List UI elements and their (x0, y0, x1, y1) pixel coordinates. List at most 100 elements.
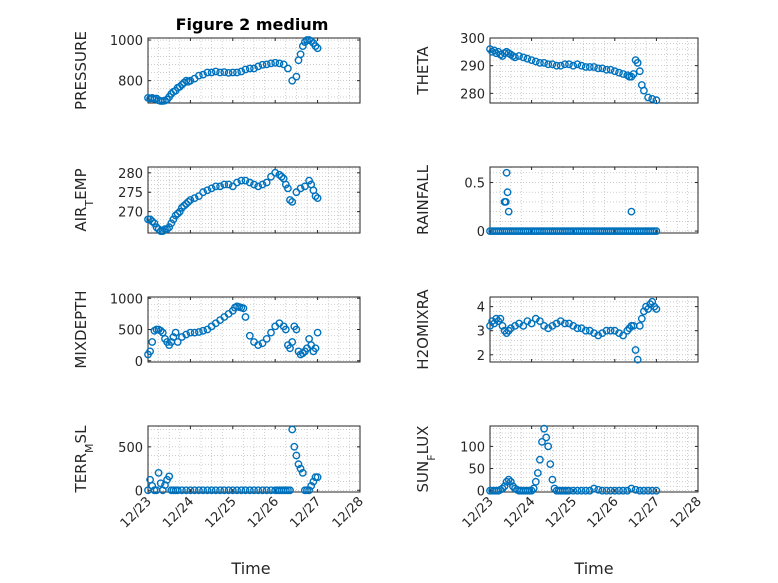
theta-data-point (527, 56, 536, 64)
pressure-data-point (279, 60, 288, 69)
terr_msl-data-point (305, 486, 313, 495)
pressure-data-point (262, 60, 271, 69)
mixdepth-data-point (298, 349, 307, 358)
mixdepth-data-point (258, 339, 267, 348)
air_temp-axes-frame (147, 166, 361, 234)
theta-data-point (602, 65, 611, 74)
rainfall-y-axis-label: RAINFALL (414, 164, 432, 235)
sun_flux-data-point (594, 485, 603, 494)
air_temp-data-point (150, 219, 159, 228)
terr_msl-x-tick-label: 12/25 (203, 494, 240, 531)
terr_msl-data-point (290, 442, 299, 451)
rainfall-data-point (503, 188, 512, 197)
pressure-data-point (288, 76, 297, 85)
mixdepth-data-point (311, 344, 320, 353)
theta-axes-frame (489, 37, 699, 104)
theta-data-point (594, 64, 603, 73)
sun_flux-data-point (506, 477, 515, 486)
terr_msl-x-tick-label: 12/28 (330, 494, 367, 531)
h2omixra-data-point (635, 321, 644, 330)
h2omixra-y-tick-label: 2 (477, 349, 485, 364)
terr_msl-data-point (286, 486, 294, 495)
mixdepth-y-axis-label: MIXDEPTH (72, 290, 90, 368)
theta-data-point (648, 95, 657, 103)
theta-data-point (540, 59, 548, 67)
terr_msl-data-point (216, 486, 225, 495)
air_temp-data-point (277, 172, 286, 181)
air_temp-y-axis-label: AIRTEMP (72, 168, 96, 231)
theta-data-point (565, 60, 573, 69)
sun_flux-data-point (540, 424, 548, 433)
air_temp-y-tick-label: 275 (118, 186, 143, 201)
sun_flux-data-point (619, 486, 627, 495)
mixdepth-y-tick-label: 0 (135, 355, 143, 370)
air_temp-data-point (233, 178, 241, 187)
terr_msl-data-point (250, 486, 258, 495)
sun_flux-data-point (590, 484, 598, 493)
sun_flux-data-point (498, 484, 507, 493)
sun_flux-data-point (648, 486, 657, 495)
pressure-y-axis-label: PRESSURE (72, 31, 90, 110)
sun_flux-data-point (565, 486, 573, 495)
terr_msl-y-tick-label: 0 (135, 484, 143, 499)
theta-data-point (652, 96, 661, 105)
terr_msl-data-point (148, 481, 157, 490)
theta-data-point (548, 60, 557, 69)
sun_flux-x-tick-label: 12/25 (543, 494, 580, 531)
air_temp-y-tick-label: 280 (118, 167, 143, 182)
x-axis-label-right: Time (573, 559, 613, 578)
sun_flux-y-tick-label: 50 (468, 463, 485, 478)
subplot-rainfall: 0 0.5 RAINFALL (414, 164, 699, 240)
terr_msl-x-tick-label: 12/26 (245, 494, 282, 531)
air_temp-data-point (165, 223, 174, 232)
pressure-data-point (254, 62, 263, 71)
mixdepth-data-point (156, 326, 165, 335)
air_temp-data-point (199, 188, 208, 197)
air_temp-data-point (184, 197, 193, 206)
terr_msl-data-point (182, 486, 191, 495)
pressure-data-point (258, 60, 267, 69)
sun_flux-data-point (640, 486, 648, 495)
terr_msl-data-point (296, 464, 305, 473)
pressure-data-point (250, 64, 258, 73)
sun_flux-data-point (533, 469, 542, 477)
h2omixra-data-point (602, 326, 611, 335)
sun_flux-data-point (581, 486, 590, 495)
terr_msl-data-point (190, 486, 199, 495)
pressure-data-point (283, 64, 292, 73)
theta-data-point (585, 63, 594, 71)
sun_flux-data-point (527, 486, 536, 495)
sun_flux-data-point (610, 486, 619, 495)
sun_flux-y-tick-label: 100 (460, 440, 485, 455)
sun_flux-data-point (544, 442, 553, 451)
pressure-data-point (211, 67, 220, 76)
theta-data-point (644, 93, 652, 102)
sun_flux-data-point (536, 455, 544, 464)
pressure-data-point (311, 42, 320, 50)
theta-y-tick-label: 290 (460, 60, 485, 75)
theta-data-point (610, 67, 619, 76)
terr_msl-data-point (237, 486, 246, 495)
sun_flux-data-point (606, 486, 615, 495)
air_temp-data-point (169, 215, 178, 224)
pressure-data-point (267, 59, 275, 68)
theta-data-point (615, 68, 623, 77)
terr_msl-data-point (309, 477, 318, 486)
terr_msl-data-point (177, 486, 186, 495)
sun_flux-data-point (500, 482, 509, 491)
pressure-data-point (216, 68, 225, 77)
air_temp-data-point (186, 196, 195, 204)
sun_flux-data-point (502, 477, 511, 486)
sun_flux-x-tick-label: 12/26 (585, 494, 622, 531)
air_temp-data-point (175, 207, 184, 216)
terr_msl-data-point (154, 468, 163, 477)
terr_msl-data-point (233, 486, 241, 495)
air_temp-data-point (148, 217, 157, 226)
air_temp-data-point (313, 194, 322, 203)
sun_flux-data-point (546, 460, 555, 468)
theta-data-point (561, 60, 569, 69)
pressure-data-point (228, 68, 237, 77)
terr_msl-data-point (224, 486, 233, 495)
pressure-data-point (175, 82, 184, 91)
